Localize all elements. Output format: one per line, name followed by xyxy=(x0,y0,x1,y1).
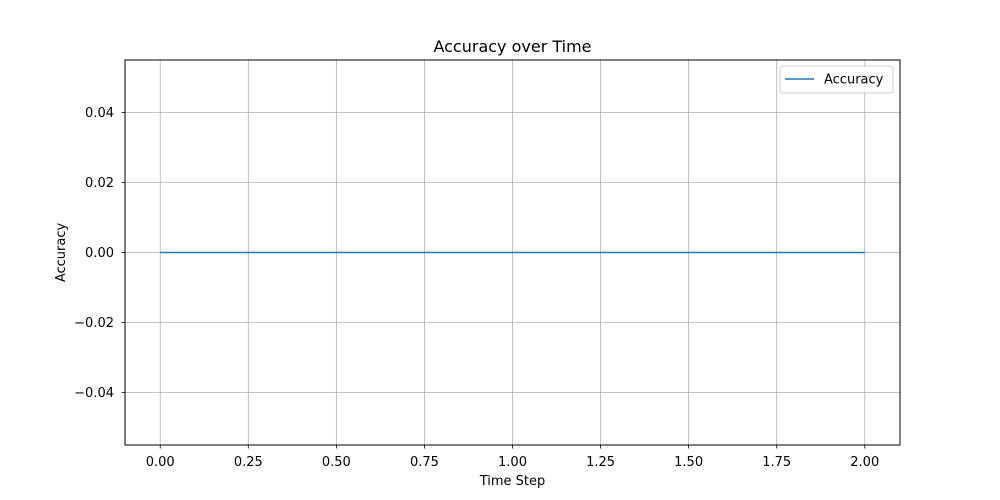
x-tick-label: 0.75 xyxy=(410,455,439,470)
x-tick-label: 0.50 xyxy=(322,455,351,470)
y-tick-label: 0.02 xyxy=(85,176,114,191)
chart-title: Accuracy over Time xyxy=(433,37,591,56)
y-tick-label: −0.04 xyxy=(74,386,114,401)
x-tick-label: 0.25 xyxy=(234,455,263,470)
x-axis-label: Time Step xyxy=(479,474,546,489)
y-tick-label: −0.02 xyxy=(74,316,114,331)
y-axis-ticks: −0.04 −0.02 0.00 0.02 0.04 xyxy=(74,106,125,401)
x-axis-ticks: 0.00 0.25 0.50 0.75 1.00 1.25 1.50 1.75 2.00 xyxy=(146,445,879,470)
x-tick-label: 1.25 xyxy=(586,455,615,470)
x-tick-label: 0.00 xyxy=(146,455,175,470)
x-tick-label: 1.00 xyxy=(498,455,527,470)
y-tick-label: 0.00 xyxy=(85,246,114,261)
legend-label-accuracy: Accuracy xyxy=(824,73,884,88)
legend: Accuracy xyxy=(779,65,894,94)
legend-box xyxy=(779,65,894,94)
x-tick-label: 1.50 xyxy=(674,455,703,470)
x-tick-label: 1.75 xyxy=(762,455,791,470)
x-tick-label: 2.00 xyxy=(850,455,879,470)
y-tick-label: 0.04 xyxy=(85,106,114,121)
y-axis-label: Accuracy xyxy=(54,223,69,283)
